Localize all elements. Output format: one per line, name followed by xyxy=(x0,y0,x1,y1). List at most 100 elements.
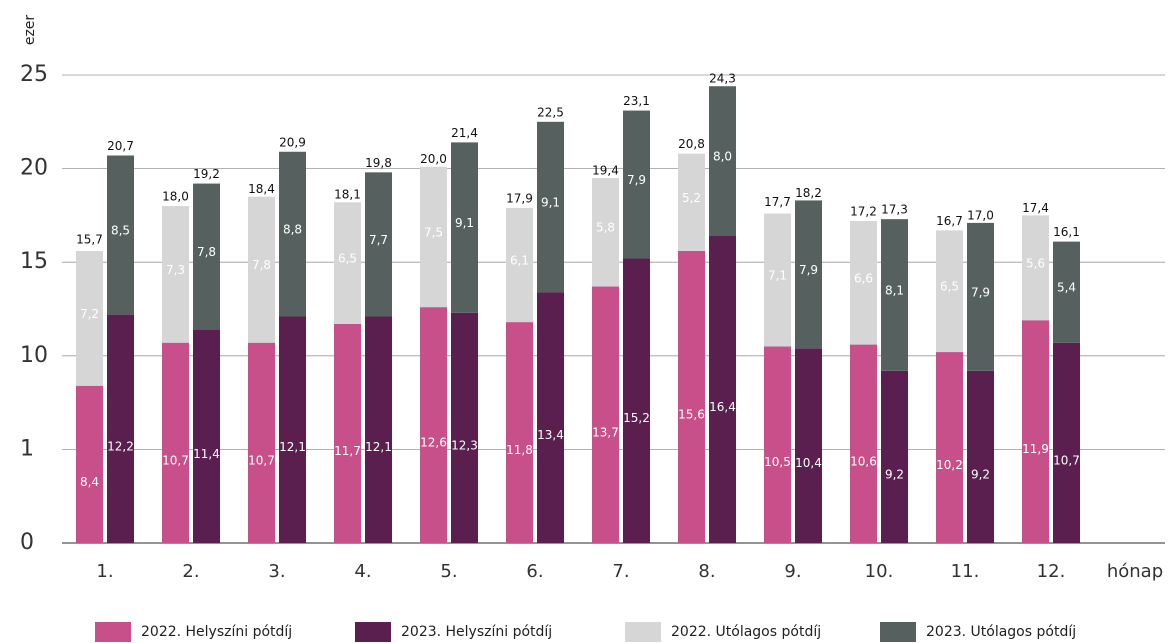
value-label: 10,7 xyxy=(248,453,275,467)
value-label: 10,2 xyxy=(936,458,963,472)
total-label: 16,7 xyxy=(936,214,963,228)
total-label: 17,0 xyxy=(967,208,994,222)
bar-segment xyxy=(334,323,361,543)
total-label: 17,9 xyxy=(506,191,533,205)
value-label: 7,9 xyxy=(799,263,818,277)
x-tick-label: 6. xyxy=(526,561,543,582)
x-tick-label: 4. xyxy=(354,561,371,582)
bar-segment xyxy=(506,322,533,543)
value-label: 11,7 xyxy=(334,444,361,458)
total-label: 19,2 xyxy=(193,167,220,181)
bar-segment xyxy=(537,292,564,543)
value-label: 7,8 xyxy=(252,258,271,272)
value-label: 12,6 xyxy=(420,436,447,450)
value-label: 9,1 xyxy=(455,216,474,230)
value-label: 7,1 xyxy=(768,268,787,282)
x-tick-label: 2. xyxy=(182,561,199,582)
x-tick-label: 5. xyxy=(440,561,457,582)
bar-segment xyxy=(76,385,103,543)
bar-segment xyxy=(193,183,220,330)
value-label: 9,2 xyxy=(971,467,990,481)
bar-segment xyxy=(936,352,963,543)
value-label: 6,5 xyxy=(338,252,357,266)
value-label: 8,0 xyxy=(713,150,732,164)
total-label: 16,1 xyxy=(1053,225,1080,239)
total-label: 18,0 xyxy=(162,190,189,204)
value-label: 11,4 xyxy=(193,447,220,461)
value-label: 9,2 xyxy=(885,467,904,481)
value-label: 10,6 xyxy=(850,454,877,468)
legend-label: 2022. Helyszíni pótdíj xyxy=(141,624,292,640)
total-label: 22,5 xyxy=(537,105,564,119)
value-label: 10,5 xyxy=(764,455,791,469)
value-label: 6,6 xyxy=(854,271,873,285)
value-label: 7,5 xyxy=(424,225,443,239)
value-label: 7,9 xyxy=(627,173,646,187)
value-label: 15,2 xyxy=(623,411,650,425)
value-label: 8,5 xyxy=(111,224,130,238)
bar-segment xyxy=(967,370,994,543)
total-label: 20,9 xyxy=(279,135,306,149)
bar-segment xyxy=(365,316,392,543)
value-label: 9,1 xyxy=(541,195,560,209)
value-label: 10,4 xyxy=(795,456,822,470)
y-tick-label: 15 xyxy=(20,249,48,274)
value-label: 5,2 xyxy=(682,191,701,205)
x-tick-label: 12. xyxy=(1037,561,1066,582)
bar-segment xyxy=(451,312,478,543)
bar-segment xyxy=(623,110,650,259)
value-label: 16,4 xyxy=(709,400,736,414)
bar-segment xyxy=(1053,342,1080,543)
bar-segment xyxy=(881,219,908,371)
bar-segment xyxy=(1053,241,1080,343)
bar-segment xyxy=(365,172,392,317)
bar-segment xyxy=(279,151,306,317)
bar-segment xyxy=(709,235,736,543)
total-label: 17,2 xyxy=(850,205,877,219)
bar-segment xyxy=(506,207,533,323)
total-label: 21,4 xyxy=(451,126,478,140)
bar-segment xyxy=(451,142,478,313)
value-label: 7,9 xyxy=(971,285,990,299)
value-label: 5,4 xyxy=(1057,281,1076,295)
total-label: 24,3 xyxy=(709,72,736,86)
total-label: 19,4 xyxy=(592,163,619,177)
bar-segment xyxy=(678,250,705,543)
total-label: 17,3 xyxy=(881,203,908,217)
bar-segment xyxy=(795,200,822,349)
value-label: 13,4 xyxy=(537,428,564,442)
bar-segment xyxy=(678,153,705,251)
bar-segment xyxy=(764,213,791,347)
legend-swatch xyxy=(95,622,131,642)
bar-segment xyxy=(193,329,220,543)
value-label: 6,5 xyxy=(940,280,959,294)
value-label: 8,8 xyxy=(283,223,302,237)
value-label: 7,3 xyxy=(166,263,185,277)
bar-segment xyxy=(623,258,650,543)
y-tick-label: 20 xyxy=(20,156,48,181)
total-label: 19,8 xyxy=(365,156,392,170)
value-label: 8,4 xyxy=(80,475,99,489)
value-label: 11,8 xyxy=(506,443,533,457)
bar-segment xyxy=(76,250,103,386)
bar-segment xyxy=(850,221,877,345)
total-label: 18,1 xyxy=(334,188,361,202)
bar-segment xyxy=(334,202,361,324)
bar-segment xyxy=(248,342,275,543)
value-label: 10,7 xyxy=(162,453,189,467)
legend-label: 2023. Helyszíni pótdíj xyxy=(401,624,552,640)
y-tick-label: 0 xyxy=(20,530,34,555)
x-axis-label: hónap xyxy=(1107,561,1163,582)
y-tick-label: 1 xyxy=(20,436,34,461)
value-label: 7,2 xyxy=(80,307,99,321)
total-label: 20,7 xyxy=(107,139,134,153)
value-label: 12,3 xyxy=(451,438,478,452)
legend-swatch xyxy=(355,622,391,642)
x-tick-label: 3. xyxy=(268,561,285,582)
x-tick-label: 10. xyxy=(865,561,894,582)
legend-label: 2022. Utólagos pótdíj xyxy=(671,624,821,640)
bar-segment xyxy=(795,348,822,543)
value-label: 7,8 xyxy=(197,245,216,259)
y-axis-label: ezer xyxy=(22,15,38,46)
